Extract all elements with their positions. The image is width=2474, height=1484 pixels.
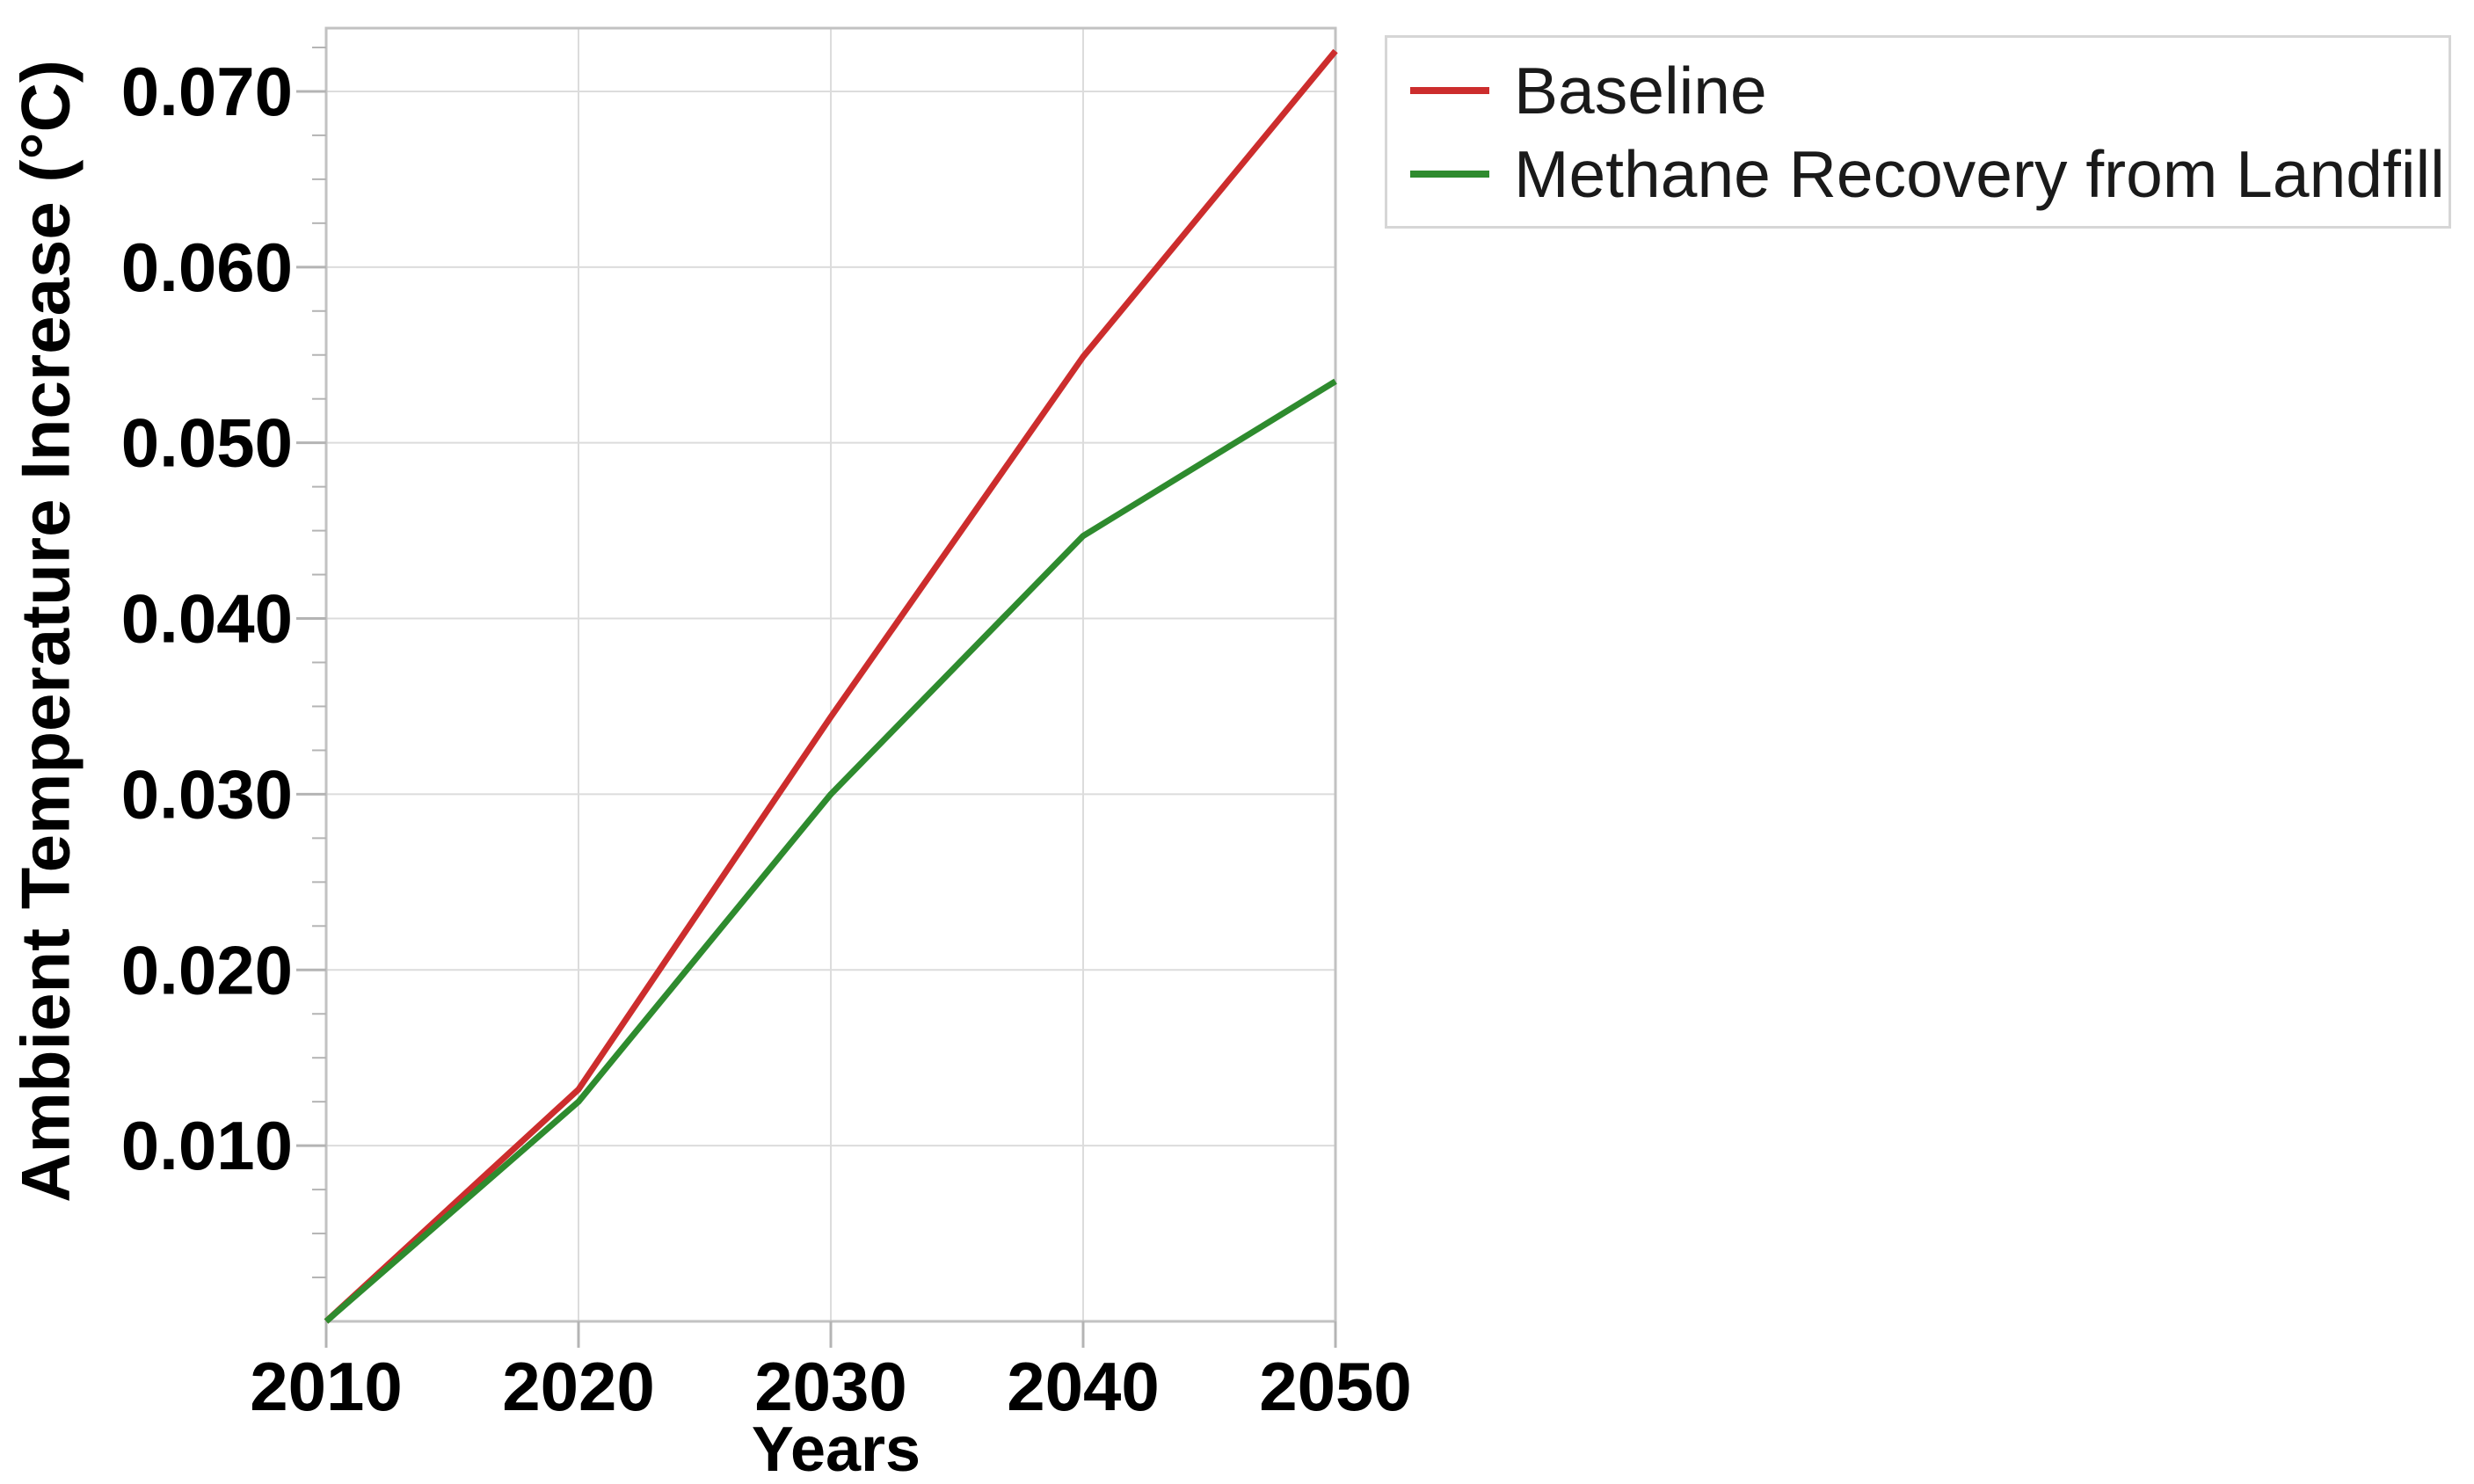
y-tick-label: 0.030 [121,755,293,833]
legend-label-methane-recovery: Methane Recovery from Landfill [1514,136,2445,211]
x-axis-title: Years [751,1415,921,1484]
legend-item-methane-recovery: Methane Recovery from Landfill [1410,132,2449,215]
legend-label-baseline: Baseline [1514,53,1767,127]
legend: Baseline Methane Recovery from Landfill [1385,35,2451,229]
y-tick-label: 0.060 [121,229,293,306]
y-axis-title: Ambient Temperature Increase (°C) [6,60,84,1203]
x-tick-label: 2010 [250,1348,403,1425]
y-tick-label: 0.020 [121,931,293,1008]
x-tick-label: 2040 [1007,1348,1160,1425]
y-tick-label: 0.070 [121,53,293,130]
y-tick-label: 0.010 [121,1107,293,1184]
legend-line-baseline-swatch [1410,86,1489,94]
series-line-methane-recovery [324,378,1337,1324]
y-tick-label: 0.050 [121,404,293,482]
x-tick-label: 2030 [754,1348,907,1425]
legend-item-baseline: Baseline [1410,48,2449,132]
series-line-baseline [324,48,1338,1324]
y-tick-label: 0.040 [121,580,293,658]
legend-line-methane-recovery-swatch [1410,170,1489,178]
x-tick-label: 2050 [1259,1348,1412,1425]
x-tick-label: 2020 [502,1348,655,1425]
